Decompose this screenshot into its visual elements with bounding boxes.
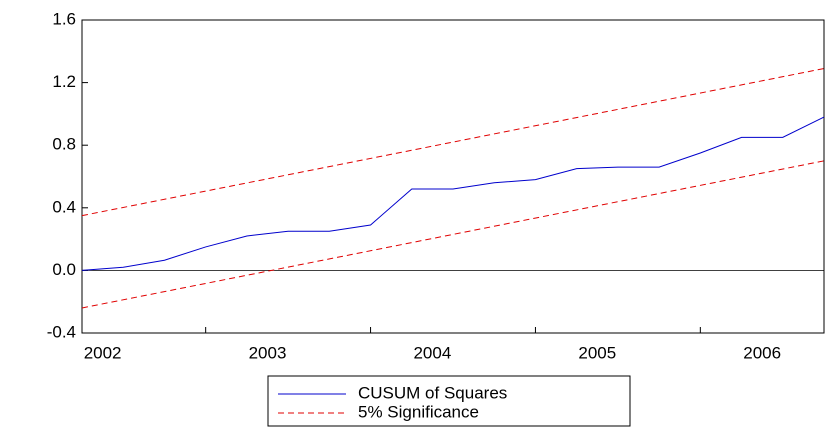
x-tick-label: 2005 xyxy=(578,343,616,362)
series-line xyxy=(81,160,825,309)
legend-label: 5% Significance xyxy=(358,402,479,421)
legend-label: CUSUM of Squares xyxy=(358,383,507,402)
plot-frame xyxy=(81,19,825,334)
legend-box xyxy=(267,375,631,427)
y-tick-label: 0.8 xyxy=(52,135,76,154)
series-line xyxy=(81,116,825,271)
y-tick-label: 1.6 xyxy=(52,9,76,28)
y-tick-label: 0.4 xyxy=(52,197,76,216)
x-tick-label: 2006 xyxy=(743,343,781,362)
y-tick-label: 0.0 xyxy=(52,260,76,279)
x-tick-label: 2002 xyxy=(84,343,122,362)
x-tick-label: 2004 xyxy=(413,343,451,362)
series-line xyxy=(81,68,825,217)
x-tick-label: 2003 xyxy=(249,343,287,362)
y-tick-label: -0.4 xyxy=(47,322,76,341)
y-tick-label: 1.2 xyxy=(52,72,76,91)
